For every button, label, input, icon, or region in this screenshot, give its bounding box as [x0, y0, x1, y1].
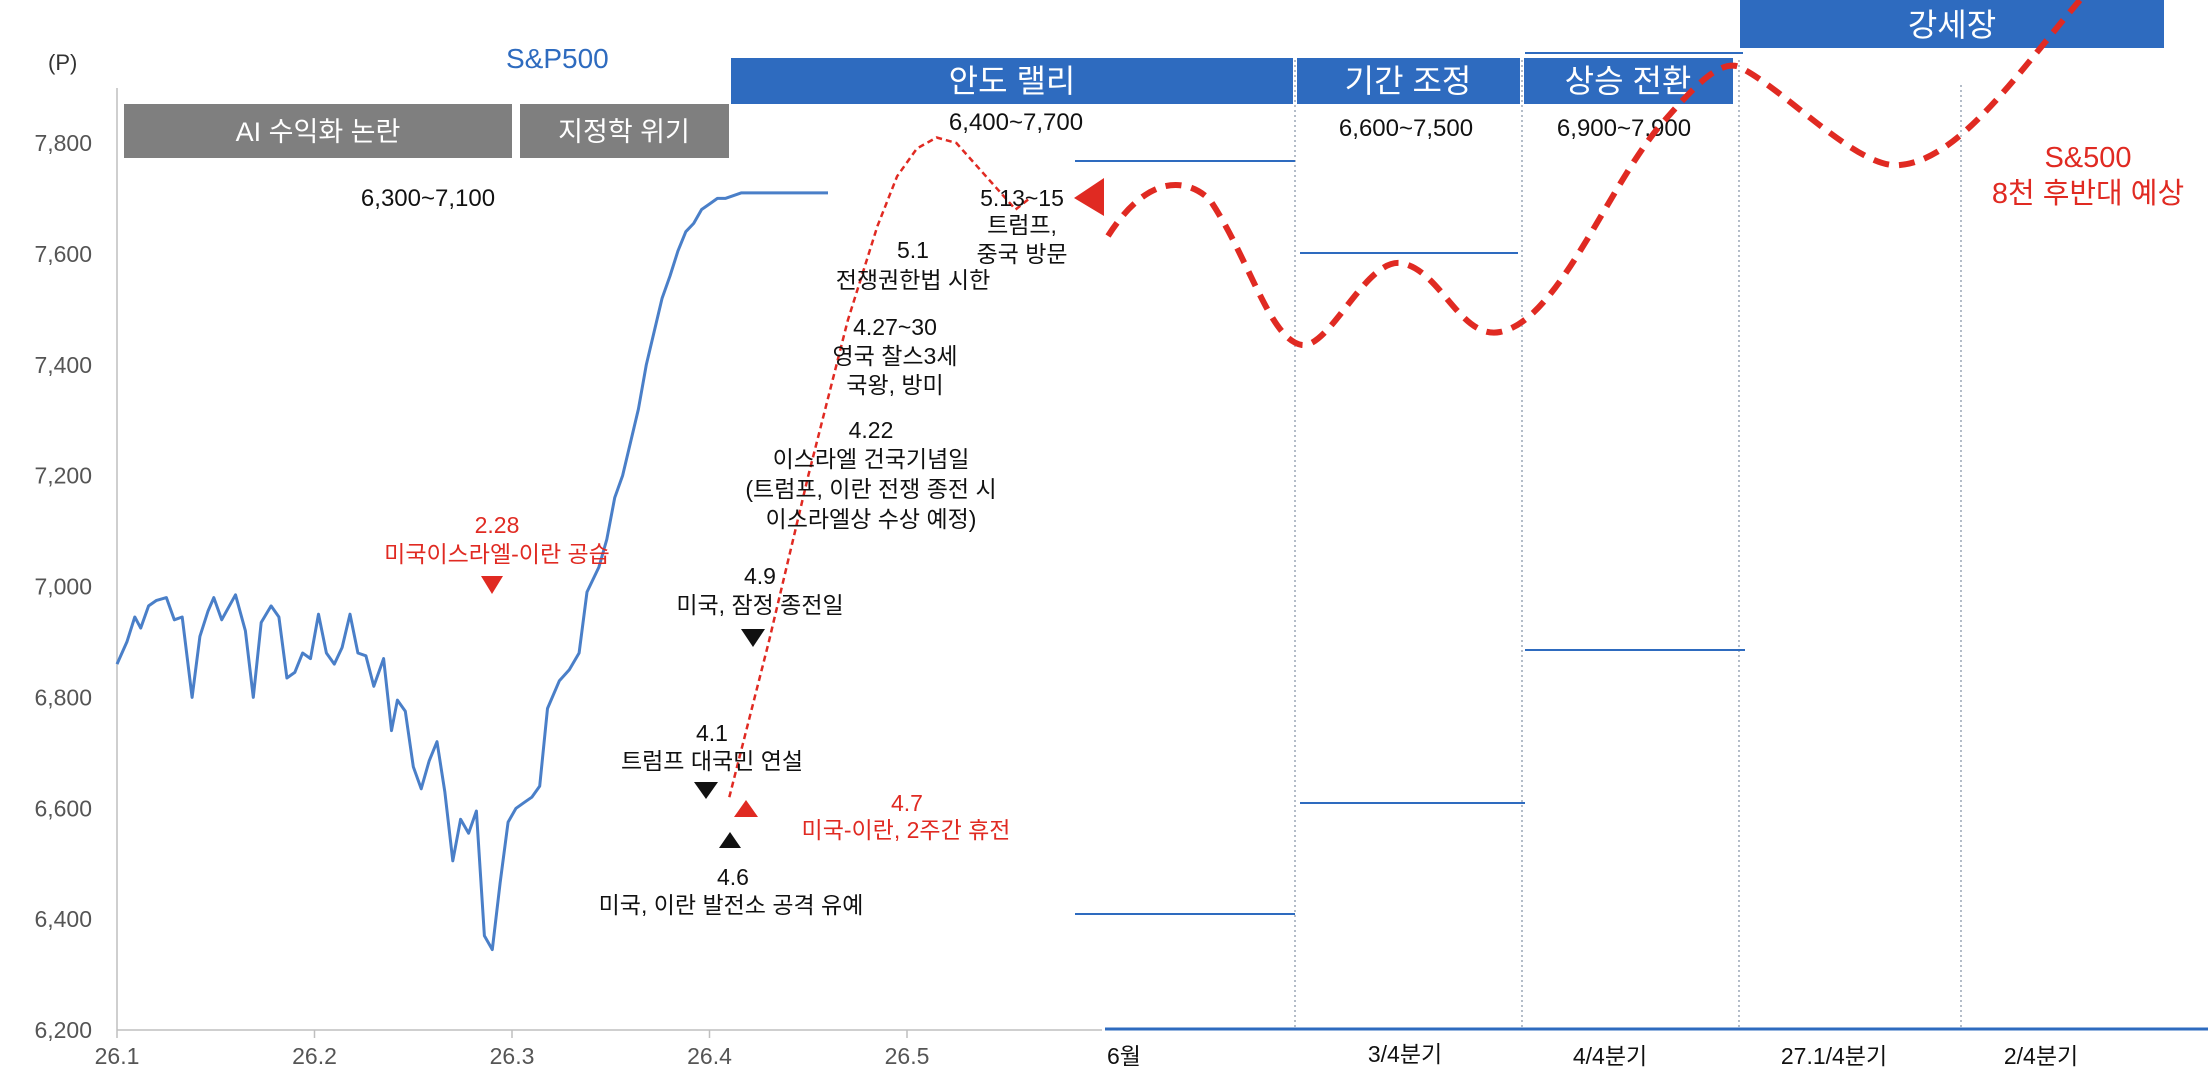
x-tick-label: 26.3 — [490, 1043, 535, 1069]
forecast-separators — [1294, 60, 1962, 1030]
forecast-tick-labels: 6월 3/4분기 4/4분기 27.1/4분기 2/4분기 — [1107, 1041, 2078, 1069]
event-date-0407: 4.7 — [891, 790, 923, 816]
y-tick-labels: 6,200 6,400 6,600 6,800 7,000 7,200 7,400 7,600… — [34, 130, 92, 1043]
phase-box-turn — [1524, 58, 1733, 104]
event-line-0513-2: 중국 방문 — [976, 241, 1067, 267]
event-date-0401: 4.1 — [696, 720, 728, 746]
range-text-ai: 6,300~7,100 — [361, 185, 495, 212]
phase-box-ai — [124, 104, 512, 158]
range-text-relief: 6,400~7,700 — [949, 109, 1083, 136]
y-tick-label: 7,400 — [34, 352, 92, 378]
event-annotations: 2.28 미국이스라엘-이란 공습 4.1 트럼프 대국민 연설 4.6 미국,… — [384, 185, 1067, 918]
phase-label-geo: 지정학 위기 — [558, 117, 690, 147]
event-date-0513: 5.13~15 — [980, 185, 1064, 211]
event-text-0401: 트럼프 대국민 연설 — [621, 748, 803, 774]
phase-box-adjust — [1297, 58, 1520, 104]
event-date-0406: 4.6 — [717, 864, 749, 890]
event-line-0501-1: 전쟁권한법 시한 — [836, 267, 991, 293]
event-markers — [481, 576, 765, 848]
y-tick-label: 6,200 — [34, 1017, 92, 1043]
y-tick-label: 6,800 — [34, 684, 92, 710]
x-tick-labels: 26.1 26.2 26.3 26.4 26.5 — [95, 1030, 930, 1069]
event-line-0513-1: 트럼프, — [987, 212, 1057, 238]
y-tick-label: 7,600 — [34, 241, 92, 267]
phase-label-turn: 상승 전환 — [1565, 63, 1692, 99]
marker-0407 — [734, 800, 758, 817]
marker-0228 — [481, 576, 503, 594]
y-tick-label: 6,600 — [34, 795, 92, 821]
forecast-tick-label: 3/4분기 — [1368, 1041, 1442, 1067]
event-line-0422-3: 이스라엘상 수상 예정) — [766, 506, 977, 532]
event-line-0422-2: (트럼프, 이란 전쟁 종전 시 — [745, 476, 996, 502]
chart-title: S&P500 — [506, 43, 609, 74]
event-text-0406: 미국, 이란 발전소 공격 유예 — [599, 892, 864, 918]
event-line-0427-1: 영국 찰스3세 — [833, 343, 958, 369]
event-text-0228: 미국이스라엘-이란 공습 — [384, 541, 610, 567]
event-line-0427-2: 국왕, 방미 — [846, 372, 943, 398]
range-text-turn: 6,900~7,900 — [1557, 115, 1691, 142]
event-date-0422: 4.22 — [849, 417, 894, 443]
marker-0409 — [741, 629, 765, 647]
x-tick-label: 26.4 — [687, 1043, 732, 1069]
axes — [116, 88, 2208, 1031]
sp500-series-line — [115, 191, 828, 952]
event-line-0422-1: 이스라엘 건국기념일 — [773, 446, 970, 472]
event-date-0228: 2.28 — [475, 512, 520, 538]
forecast-tick-label: 6월 — [1107, 1043, 1141, 1069]
event-date-0409: 4.9 — [744, 563, 776, 589]
range-text-adjust: 6,600~7,500 — [1339, 115, 1473, 142]
event-text-0409: 미국, 잠정 종전일 — [676, 592, 843, 618]
forecast-label-line-1: S&500 — [2044, 142, 2131, 174]
y-tick-label: 7,000 — [34, 574, 92, 600]
phase-label-ai: AI 수익화 논란 — [236, 117, 401, 147]
phase-label-adjust: 기간 조정 — [1345, 63, 1472, 99]
y-tick-label: 7,200 — [34, 463, 92, 489]
x-tick-label: 26.1 — [95, 1043, 140, 1069]
x-tick-label: 26.5 — [885, 1043, 930, 1069]
phase-label-relief: 안도 랠리 — [949, 63, 1076, 99]
forecast-tick-label: 2/4분기 — [2004, 1043, 2078, 1069]
phase-box-relief — [731, 58, 1293, 104]
y-tick-label: 6,400 — [34, 906, 92, 932]
forecast-tick-label: 4/4분기 — [1573, 1043, 1647, 1069]
marker-0406 — [719, 832, 741, 848]
range-bars — [1075, 52, 1745, 915]
phase-label-bull: 강세장 — [1908, 7, 1996, 43]
rally-forecast-line — [728, 136, 1031, 798]
forecast-tick-label: 27.1/4분기 — [1781, 1043, 1887, 1069]
event-date-0501: 5.1 — [897, 237, 929, 263]
event-date-0427: 4.27~30 — [853, 314, 937, 340]
forecast-arrow-head — [1074, 178, 1104, 216]
y-axis-unit: (P) — [48, 50, 77, 75]
phase-box-bull — [1740, 0, 2164, 48]
phase-headers: AI 수익화 논란 지정학 위기 안도 랠리 기간 조정 상승 전환 강세장 — [124, 0, 2164, 158]
forecast-wave-line — [1105, 0, 2083, 348]
forecast-label-line-2: 8천 후반대 예상 — [1992, 177, 2184, 210]
y-tick-label: 7,800 — [34, 130, 92, 156]
marker-0401 — [694, 782, 718, 799]
event-text-0407: 미국-이란, 2주간 휴전 — [802, 817, 1011, 843]
phase-box-geo — [520, 104, 729, 158]
x-tick-label: 26.2 — [292, 1043, 337, 1069]
